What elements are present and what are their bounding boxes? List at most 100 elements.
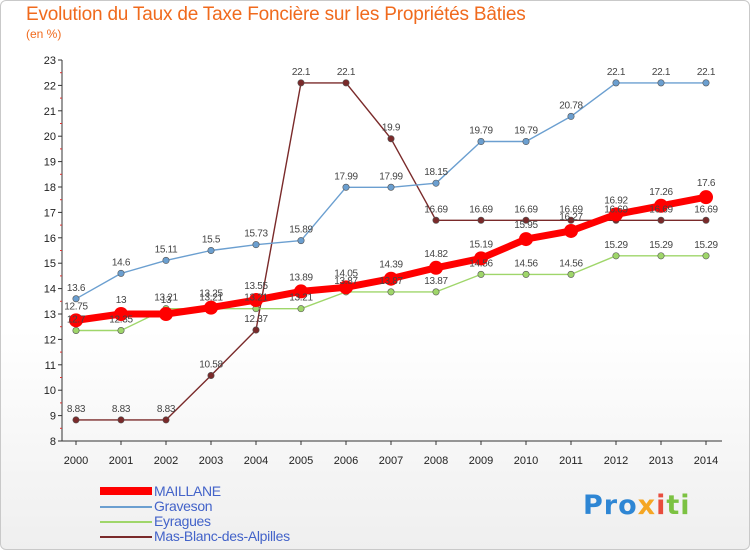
data-point <box>564 223 578 238</box>
x-tick-label: 2002 <box>154 455 178 467</box>
data-label: 22.1 <box>607 67 626 78</box>
data-label: 13.87 <box>334 276 358 287</box>
y-tick-label: 9 <box>50 411 56 423</box>
data-point <box>474 251 488 266</box>
data-label: 13.21 <box>289 293 313 304</box>
logo-part: Pro <box>583 490 638 521</box>
data-point <box>114 307 128 321</box>
data-label: 14.56 <box>559 258 583 269</box>
data-point <box>432 179 440 187</box>
legend-label: MAILLANE <box>154 483 221 499</box>
data-point <box>654 198 668 213</box>
data-point <box>657 252 665 260</box>
data-point <box>162 416 170 424</box>
series-points <box>69 79 713 424</box>
data-label: 15.5 <box>202 235 221 246</box>
data-point <box>252 241 260 249</box>
data-point <box>207 247 215 255</box>
x-tick-label: 2011 <box>559 455 583 467</box>
data-label: 17.26 <box>649 187 673 198</box>
y-tick-label: 12 <box>44 334 56 346</box>
y-tick-label: 11 <box>45 360 56 372</box>
data-label: 14.6 <box>112 257 131 268</box>
data-point <box>252 326 260 334</box>
y-tick-label: 18 <box>44 182 56 194</box>
data-label: 13.87 <box>424 276 448 287</box>
data-point <box>159 307 173 321</box>
y-tick-label: 16 <box>44 233 56 245</box>
data-point <box>339 280 353 295</box>
data-point <box>72 416 80 424</box>
data-label: 12.75 <box>64 301 88 312</box>
data-label: 17.99 <box>379 171 403 182</box>
data-label: 8.83 <box>67 404 86 415</box>
data-label: 19.9 <box>382 123 401 134</box>
data-point <box>612 79 620 87</box>
data-label: 15.29 <box>604 240 628 251</box>
y-tick-label: 19 <box>44 157 56 169</box>
data-label: 13.25 <box>199 289 223 300</box>
x-tick-label: 2003 <box>199 455 223 467</box>
y-tick-label: 21 <box>44 106 56 118</box>
data-label: 16.27 <box>559 212 583 223</box>
data-point <box>387 183 395 191</box>
legend-label: Mas-Blanc-des-Alpilles <box>154 528 290 544</box>
data-point <box>384 271 398 286</box>
y-tick-label: 10 <box>44 385 56 397</box>
data-label: 15.19 <box>469 239 493 250</box>
data-point <box>519 232 533 247</box>
y-tick-label: 17 <box>44 207 56 219</box>
data-point <box>432 288 440 296</box>
data-point <box>204 300 218 315</box>
proxiti-logo: Proxiti <box>583 490 691 521</box>
data-label: 13.89 <box>289 272 313 283</box>
y-tick-label: 15 <box>44 258 56 270</box>
data-point <box>522 216 530 224</box>
data-label: 15.29 <box>649 240 673 251</box>
data-point <box>117 269 125 277</box>
data-label: 17.99 <box>334 171 358 182</box>
data-label: 16.92 <box>604 195 628 206</box>
data-label: 15.11 <box>155 244 179 255</box>
data-point <box>72 327 80 335</box>
data-label: 15.29 <box>694 240 718 251</box>
y-tick-label: 13 <box>44 309 56 321</box>
data-point <box>522 270 530 278</box>
x-tick-label: 2012 <box>604 455 628 467</box>
data-point <box>567 270 575 278</box>
data-point <box>117 327 125 335</box>
data-label: 14.56 <box>514 258 538 269</box>
data-label: 13.55 <box>244 281 268 292</box>
y-tick-label: 8 <box>50 436 56 448</box>
data-point <box>567 112 575 120</box>
y-tick-label: 14 <box>44 284 56 296</box>
data-label: 22.1 <box>697 67 716 78</box>
data-label: 12.35 <box>109 315 133 326</box>
data-label: 13.21 <box>154 293 178 304</box>
x-tick-label: 2004 <box>244 455 268 467</box>
logo-part: i <box>656 490 667 521</box>
data-label: 12.37 <box>244 314 268 325</box>
data-label: 16.69 <box>559 204 583 215</box>
data-label: 15.73 <box>244 229 268 240</box>
logo-part: ti <box>666 490 691 521</box>
data-label: 14.82 <box>424 249 448 260</box>
x-tick-label: 2013 <box>649 455 673 467</box>
x-tick-label: 2001 <box>109 455 133 467</box>
x-tick-label: 2005 <box>289 455 313 467</box>
logo-part: x <box>637 490 657 521</box>
data-point <box>69 313 83 328</box>
data-label: 14.56 <box>469 258 493 269</box>
data-label: 14.05 <box>334 268 358 279</box>
data-label: 8.83 <box>157 404 176 415</box>
y-tick-label: 23 <box>44 55 56 67</box>
data-point <box>702 79 710 87</box>
y-tick-label: 20 <box>44 131 56 143</box>
data-point <box>567 216 575 224</box>
y-tick-label: 22 <box>44 80 56 92</box>
x-tick-label: 2000 <box>64 455 88 467</box>
data-point <box>657 79 665 87</box>
